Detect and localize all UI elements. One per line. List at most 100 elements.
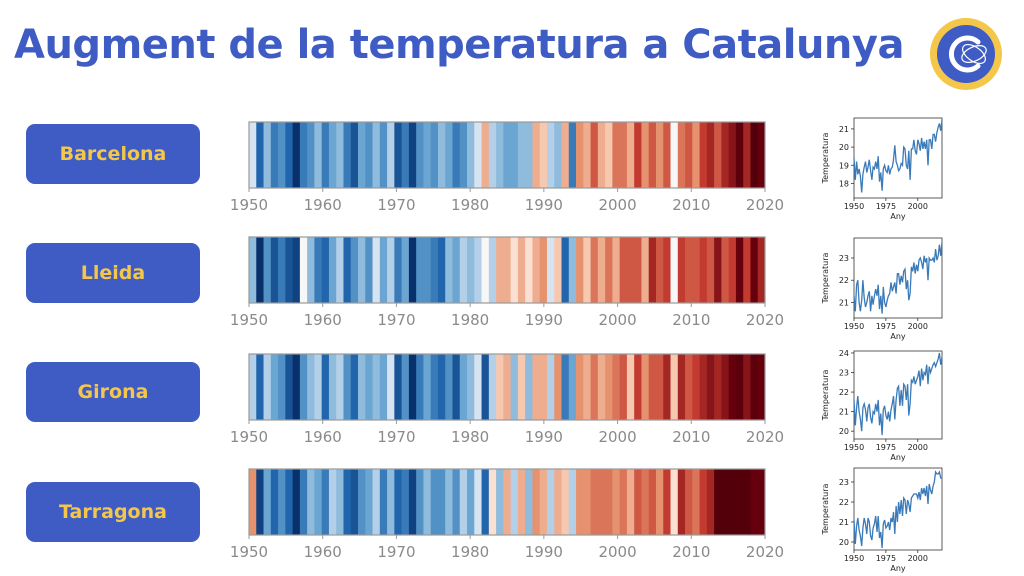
stripe: [612, 354, 621, 420]
stripe: [437, 354, 446, 420]
stripe: [685, 122, 693, 188]
stripe: [365, 354, 373, 420]
y-axis-label: Temperatura: [821, 369, 830, 421]
stripe: [263, 237, 272, 303]
stripe: [416, 354, 424, 420]
stripe: [336, 237, 344, 303]
stripe: [699, 469, 708, 535]
stripe: [655, 469, 664, 535]
city-button-lleida[interactable]: Lleida: [26, 243, 200, 303]
stripe: [285, 122, 294, 188]
x-tick-label: 1950: [844, 202, 864, 211]
stripe: [488, 469, 497, 535]
stripes-frame: [248, 236, 766, 304]
stripe: [525, 237, 533, 303]
stripe: [583, 354, 591, 420]
stripe: [590, 354, 599, 420]
stripe: [328, 122, 337, 188]
stripe: [430, 354, 439, 420]
x-tick-label: 2000: [598, 311, 636, 329]
stripe: [612, 122, 621, 188]
stripe: [699, 122, 708, 188]
stripe: [546, 237, 555, 303]
stripe: [517, 354, 526, 420]
stripe: [517, 122, 526, 188]
stripe: [554, 469, 562, 535]
stripe: [481, 122, 490, 188]
stripe: [728, 122, 737, 188]
stripe: [452, 469, 461, 535]
city-button-barcelona[interactable]: Barcelona: [26, 124, 200, 184]
stripe: [307, 469, 315, 535]
stripe: [336, 354, 344, 420]
y-tick-label: 20: [839, 538, 849, 547]
stripe: [401, 354, 410, 420]
x-tick-label: 1950: [230, 543, 268, 561]
x-tick-label: 1950: [230, 428, 268, 446]
stripe: [583, 237, 591, 303]
stripe: [699, 237, 708, 303]
stripe: [568, 354, 577, 420]
stripe: [721, 237, 730, 303]
stripe: [278, 237, 286, 303]
temperature-line: [853, 119, 943, 193]
stripe: [394, 354, 403, 420]
stripe: [278, 122, 286, 188]
city-button-tarragona[interactable]: Tarragona: [26, 482, 200, 542]
stripe: [525, 354, 533, 420]
y-axis-label: Temperatura: [821, 252, 830, 304]
warming-stripes-girona: 1950 1960 1970 1980 1990 2000 2010 2020: [230, 353, 784, 446]
city-button-girona[interactable]: Girona: [26, 362, 200, 422]
stripe: [721, 354, 730, 420]
stripe: [510, 354, 519, 420]
stripe: [590, 237, 599, 303]
stripe: [401, 237, 410, 303]
stripe: [350, 354, 359, 420]
stripe: [445, 122, 453, 188]
y-tick-label: 18: [839, 179, 849, 188]
stripe: [597, 469, 606, 535]
stripe: [612, 237, 621, 303]
warming-stripes-tarragona: 1950 1960 1970 1980 1990 2000 2010 2020: [230, 468, 784, 561]
stripe: [532, 354, 541, 420]
x-tick-label: 2000: [908, 202, 928, 211]
stripe: [743, 469, 751, 535]
x-tick-label: 2000: [908, 322, 928, 331]
stripe: [328, 354, 337, 420]
stripe: [358, 237, 366, 303]
stripe: [387, 354, 395, 420]
stripe: [576, 469, 584, 535]
stripe: [597, 122, 606, 188]
warming-stripes-lleida: 1950 1960 1970 1980 1990 2000 2010 2020: [230, 236, 784, 329]
stripe: [343, 237, 352, 303]
stripe: [648, 469, 657, 535]
stripe: [576, 354, 584, 420]
stripe: [728, 469, 737, 535]
stripe: [249, 354, 257, 420]
stripe: [481, 469, 490, 535]
y-tick-label: 21: [839, 408, 849, 417]
stripe: [677, 237, 686, 303]
stripe: [626, 237, 635, 303]
stripe: [714, 469, 722, 535]
stripe: [503, 469, 512, 535]
stripe: [481, 237, 490, 303]
stripe: [256, 354, 264, 420]
stripe: [706, 469, 715, 535]
stripe: [365, 237, 373, 303]
stripes-frame: [248, 121, 766, 189]
stripe: [670, 354, 679, 420]
stripe: [270, 237, 279, 303]
stripe: [423, 469, 432, 535]
stripe: [750, 237, 759, 303]
stripe: [445, 354, 453, 420]
stripe: [510, 469, 519, 535]
x-axis-label: Any: [890, 564, 906, 573]
stripe: [554, 122, 562, 188]
stripe: [750, 469, 759, 535]
stripe: [263, 354, 272, 420]
stripe: [685, 469, 693, 535]
stripe: [416, 122, 424, 188]
stripe: [641, 469, 650, 535]
logo-letter: [948, 35, 981, 73]
